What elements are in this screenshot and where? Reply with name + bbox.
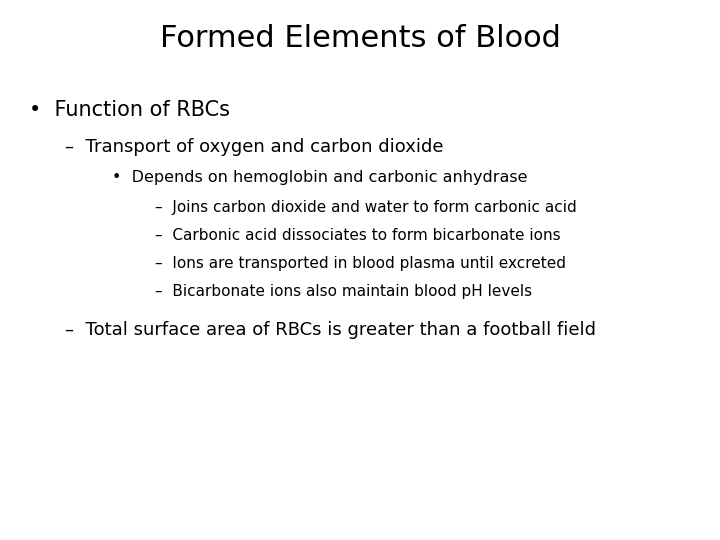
Text: Formed Elements of Blood: Formed Elements of Blood (160, 24, 560, 53)
Text: •  Depends on hemoglobin and carbonic anhydrase: • Depends on hemoglobin and carbonic anh… (112, 170, 527, 185)
Text: –  Ions are transported in blood plasma until excreted: – Ions are transported in blood plasma u… (155, 256, 566, 271)
Text: –  Total surface area of RBCs is greater than a football field: – Total surface area of RBCs is greater … (65, 321, 596, 339)
Text: –  Carbonic acid dissociates to form bicarbonate ions: – Carbonic acid dissociates to form bica… (155, 228, 560, 243)
Text: –  Bicarbonate ions also maintain blood pH levels: – Bicarbonate ions also maintain blood p… (155, 284, 532, 299)
Text: •  Function of RBCs: • Function of RBCs (29, 100, 230, 120)
Text: –  Transport of oxygen and carbon dioxide: – Transport of oxygen and carbon dioxide (65, 138, 444, 156)
Text: –  Joins carbon dioxide and water to form carbonic acid: – Joins carbon dioxide and water to form… (155, 200, 577, 215)
